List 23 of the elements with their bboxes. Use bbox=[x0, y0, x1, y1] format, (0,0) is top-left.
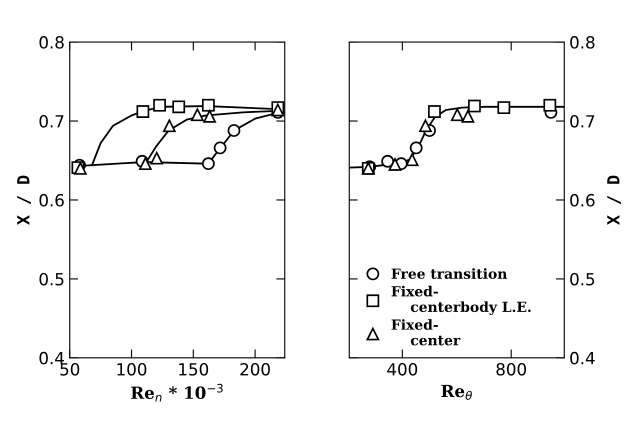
y-tick-label: 0.8 bbox=[39, 36, 64, 49]
y2-tick-label: 0.8 bbox=[570, 36, 594, 49]
y-tick-label: 0.6 bbox=[39, 194, 64, 207]
x-tick-label: 150 bbox=[179, 363, 208, 376]
x-tick-label: 200 bbox=[240, 363, 270, 376]
x-tick-label: 100 bbox=[117, 363, 146, 376]
y-tick-label: 0.5 bbox=[39, 272, 64, 286]
x-axis-title: Re$_{θ}$ bbox=[441, 384, 472, 400]
legend-label: Free transition bbox=[392, 268, 508, 279]
x-tick-label: 400 bbox=[387, 363, 418, 376]
y2-tick-label: 0.7 bbox=[570, 115, 594, 128]
y2-tick-label: 0.6 bbox=[570, 194, 595, 207]
x-tick-label: 800 bbox=[496, 363, 526, 376]
y-tick-label: 0.7 bbox=[39, 115, 64, 128]
y-tick-label: 0.4 bbox=[39, 352, 64, 364]
x-tick-label: 50 bbox=[60, 363, 80, 376]
y2-tick-label: 0.4 bbox=[570, 352, 595, 364]
y2-tick-label: 0.5 bbox=[570, 272, 594, 286]
y-axis-title: X / D bbox=[17, 176, 31, 225]
legend-label: Fixed- centerbody L.E. bbox=[392, 286, 531, 315]
x-axis-title: Re$_{n}$ * 10$^{−3}$ bbox=[131, 384, 223, 402]
legend-label: Fixed- center bbox=[392, 319, 460, 346]
y2-axis-title: X / D bbox=[607, 176, 621, 225]
